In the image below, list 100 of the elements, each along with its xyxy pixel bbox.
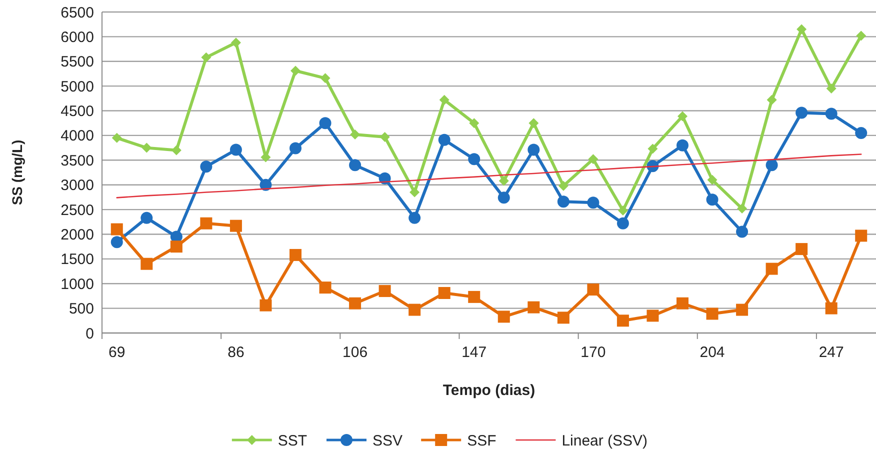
point: [557, 196, 570, 208]
point: [439, 94, 450, 105]
y-tick-label: 4000: [60, 128, 94, 145]
point: [825, 108, 838, 120]
point: [350, 129, 360, 140]
y-tick-label: 4500: [60, 103, 94, 120]
x-axis-title: Tempo (dias): [442, 382, 536, 399]
point: [380, 132, 390, 142]
point: [528, 118, 539, 128]
point: [766, 262, 778, 275]
y-tick-label: 2000: [60, 226, 94, 244]
y-tick-label: 5000: [60, 78, 94, 96]
point: [587, 284, 600, 296]
point: [170, 240, 182, 253]
point: [737, 204, 748, 214]
point: [498, 176, 509, 186]
point: [528, 144, 540, 156]
point: [648, 144, 658, 154]
point: [378, 285, 391, 298]
legend-label: SST: [278, 432, 308, 450]
y-tick-label: 5500: [60, 54, 94, 71]
point: [290, 248, 302, 261]
y-tick-label: 1000: [60, 276, 94, 293]
y-tick-label: 2500: [60, 202, 94, 219]
x-tick-label: 86: [228, 344, 244, 361]
point: [766, 94, 777, 105]
point: [200, 160, 212, 173]
point: [349, 297, 362, 310]
x-tick-label: 147: [462, 344, 487, 361]
point: [140, 212, 153, 224]
x-tick-label: 247: [818, 344, 844, 361]
point: [706, 194, 718, 206]
point: [616, 217, 629, 230]
point: [855, 126, 868, 139]
line-series: [116, 154, 862, 198]
point: [230, 220, 242, 232]
legend-label: SSF: [467, 432, 496, 450]
point: [468, 290, 480, 303]
point: [469, 118, 480, 128]
y-tick-label: 500: [68, 300, 94, 318]
point: [587, 196, 600, 209]
point: [588, 154, 598, 164]
point: [826, 84, 836, 94]
point: [112, 132, 122, 143]
point: [796, 24, 807, 34]
point: [408, 212, 421, 224]
point: [796, 106, 808, 119]
point: [468, 153, 480, 166]
point: [319, 282, 332, 294]
y-tick-label: 6000: [60, 28, 94, 46]
point: [557, 312, 570, 324]
legend-label: SSV: [372, 432, 403, 450]
point: [438, 134, 450, 146]
point: [736, 226, 748, 238]
point: [707, 174, 718, 185]
point: [618, 206, 628, 216]
point: [320, 73, 330, 84]
point: [528, 301, 540, 314]
point: [855, 230, 868, 242]
x-tick-label: 69: [108, 344, 126, 361]
point: [410, 187, 420, 198]
point: [290, 142, 302, 154]
point: [856, 30, 866, 41]
point: [498, 310, 510, 323]
legend-label: Linear (SSV): [562, 432, 648, 450]
y-tick-label: 3500: [60, 152, 94, 170]
x-tick-label: 170: [580, 344, 606, 361]
point: [200, 217, 212, 230]
point: [260, 299, 272, 312]
y-tick-label: 3000: [60, 177, 94, 194]
y-tick-label: 1500: [60, 251, 94, 268]
point: [678, 111, 688, 122]
y-tick-label: 0: [86, 325, 94, 342]
point: [319, 117, 332, 130]
point: [706, 308, 718, 320]
point: [498, 192, 510, 204]
y-axis-title: SS (mg/L): [9, 140, 25, 206]
point: [796, 243, 808, 256]
point: [676, 297, 688, 310]
point: [171, 145, 182, 156]
y-tick-label: 6500: [60, 4, 94, 22]
point: [140, 258, 153, 270]
point: [230, 38, 241, 48]
point: [616, 314, 629, 327]
x-tick-label: 106: [342, 344, 368, 361]
point: [142, 142, 152, 153]
point: [110, 236, 123, 248]
point: [201, 52, 212, 62]
point: [558, 180, 568, 191]
point: [408, 304, 421, 316]
point: [230, 144, 242, 156]
x-tick-label: 204: [700, 344, 725, 361]
point: [766, 159, 778, 172]
point: [290, 66, 300, 76]
point: [676, 139, 688, 152]
point: [736, 304, 748, 316]
point: [110, 223, 123, 236]
point: [349, 159, 362, 172]
point: [825, 302, 838, 314]
point: [646, 310, 659, 322]
